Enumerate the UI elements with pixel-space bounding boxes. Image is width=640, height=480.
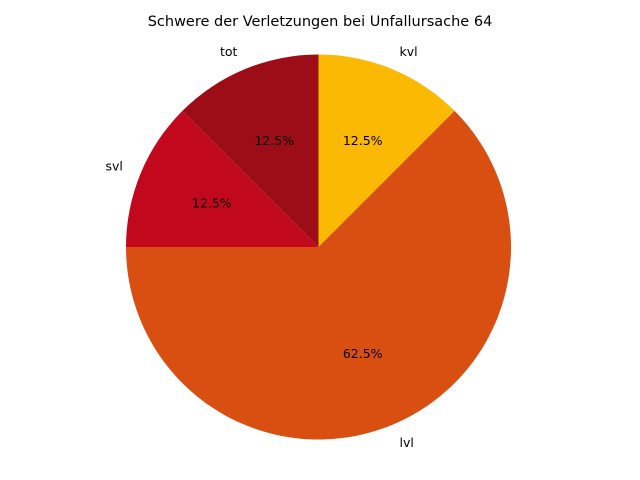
slice-label-lvl: lvl — [400, 435, 414, 450]
pie-slice-svl — [126, 110, 319, 247]
pie-slices — [126, 54, 511, 440]
pie-slice-lvl — [126, 110, 511, 440]
pie-slice-kvl — [318, 54, 455, 247]
slice-pct-tot: 12.5% — [254, 133, 294, 148]
pie-labels: kvl 12.5% lvl 62.5% svl 12.5% tot 12.5% — [105, 44, 417, 450]
pie-slice-tot — [182, 54, 319, 247]
slice-label-svl: svl — [105, 158, 122, 173]
slice-label-tot: tot — [220, 44, 238, 59]
chart-title: Schwere der Verletzungen bei Unfallursac… — [148, 14, 493, 30]
slice-pct-svl: 12.5% — [192, 195, 232, 210]
slice-pct-kvl: 12.5% — [343, 133, 383, 148]
slice-pct-lvl: 62.5% — [343, 346, 383, 361]
slice-label-kvl: kvl — [400, 44, 418, 59]
